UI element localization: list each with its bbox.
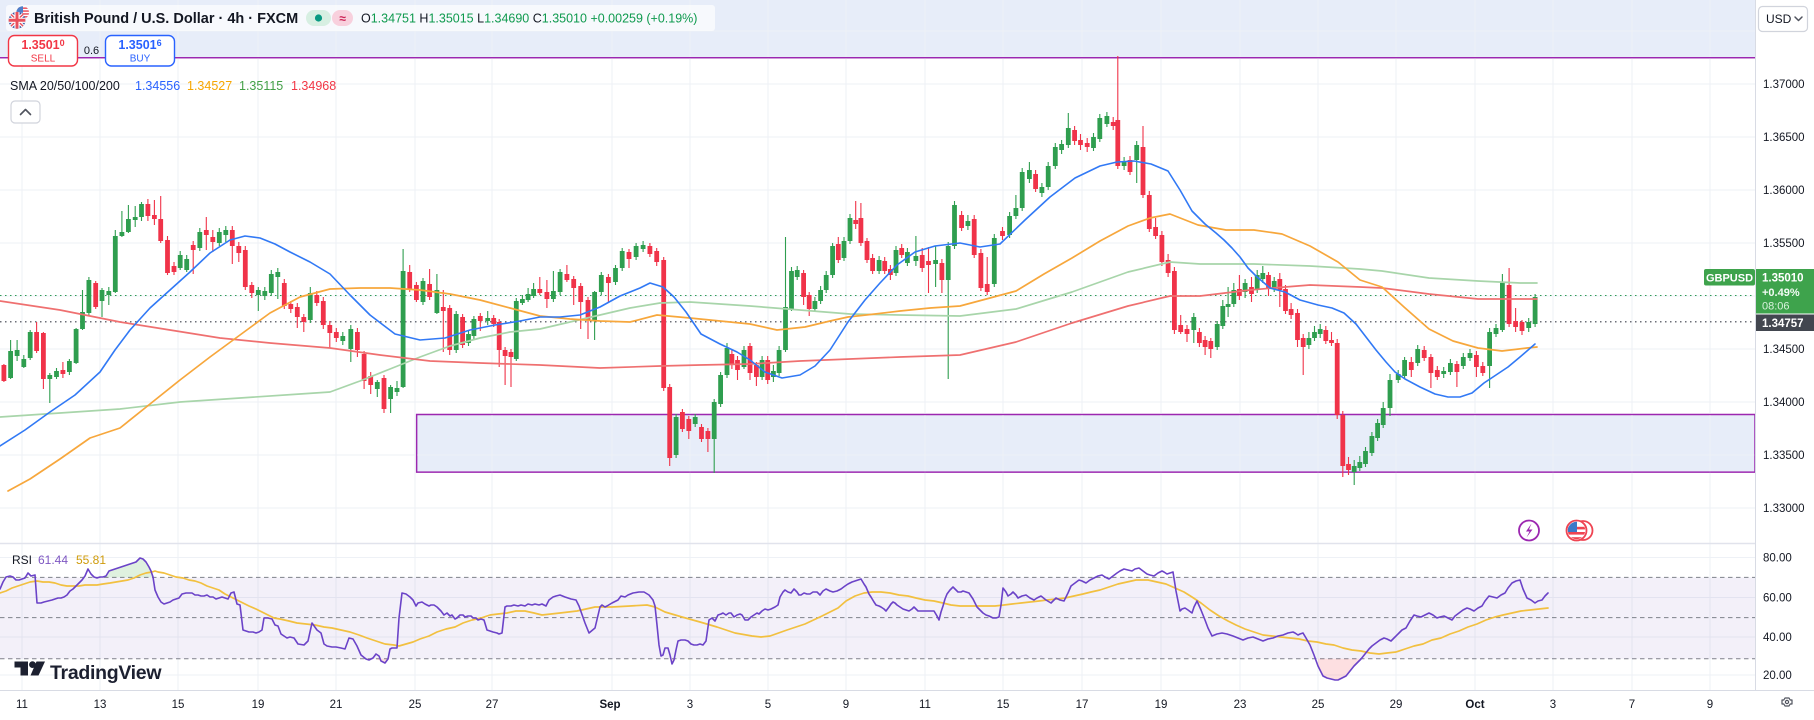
svg-text:5: 5 [765,699,771,711]
svg-text:Sep: Sep [599,699,620,711]
svg-text:21: 21 [330,699,343,711]
svg-text:25: 25 [409,699,422,711]
svg-text:RSI: RSI [12,553,32,567]
svg-text:1.33000: 1.33000 [1763,503,1805,515]
svg-text:11: 11 [16,699,28,711]
svg-text:17: 17 [1076,699,1089,711]
svg-text:TradingView: TradingView [50,662,162,684]
svg-text:15: 15 [172,699,185,711]
svg-text:1.34527: 1.34527 [187,79,232,93]
svg-text:1.35500: 1.35500 [1763,238,1805,250]
svg-text:1.34000: 1.34000 [1763,397,1805,409]
svg-text:7: 7 [1629,699,1635,711]
svg-text:Oct: Oct [1465,699,1484,711]
svg-text:1.36500: 1.36500 [1763,132,1805,144]
svg-text:60.00: 60.00 [1763,593,1792,605]
svg-text:27: 27 [486,699,499,711]
svg-text:3: 3 [687,699,693,711]
svg-text:29: 29 [1390,699,1403,711]
svg-text:13: 13 [94,699,107,711]
svg-text:1.34556: 1.34556 [135,79,180,93]
svg-text:15: 15 [997,699,1010,711]
svg-text:1.34757: 1.34757 [1762,318,1804,330]
svg-text:1.35016: 1.35016 [118,38,161,52]
svg-text:+0.49%: +0.49% [1762,287,1800,299]
svg-text:9: 9 [1707,699,1713,711]
svg-text:BUY: BUY [130,54,151,65]
svg-text:British Pound / U.S. Dollar ·: British Pound / U.S. Dollar · 4h · FXCM [34,11,298,27]
svg-text:80.00: 80.00 [1763,553,1792,565]
svg-text:1.34500: 1.34500 [1763,344,1805,356]
svg-text:23: 23 [1234,699,1247,711]
svg-text:55.81: 55.81 [76,553,106,567]
svg-text:1.35010: 1.35010 [21,38,64,52]
svg-text:20.00: 20.00 [1763,670,1792,682]
svg-text:19: 19 [1155,699,1168,711]
svg-text:19: 19 [252,699,265,711]
svg-text:SMA 20/50/100/200: SMA 20/50/100/200 [10,79,120,93]
svg-text:25: 25 [1312,699,1325,711]
svg-text:40.00: 40.00 [1763,632,1792,644]
svg-text:SELL: SELL [31,54,56,65]
svg-text:61.44: 61.44 [38,553,68,567]
svg-text:1.35115: 1.35115 [239,79,283,93]
svg-text:1.33500: 1.33500 [1763,450,1805,462]
svg-text:1.36000: 1.36000 [1763,185,1805,197]
svg-text:GBPUSD: GBPUSD [1706,273,1753,285]
svg-text:9: 9 [843,699,849,711]
svg-text:O1.34751 H1.35015 L1.34690 C1.: O1.34751 H1.35015 L1.34690 C1.35010 +0.0… [361,12,697,26]
svg-text:1.34968: 1.34968 [291,79,336,93]
svg-text:1.35010: 1.35010 [1762,273,1804,285]
svg-text:11: 11 [919,699,931,711]
svg-text:≈: ≈ [339,12,346,26]
svg-text:08:06: 08:06 [1762,301,1790,313]
svg-text:USD: USD [1766,12,1792,26]
svg-text:3: 3 [1550,699,1556,711]
svg-text:1.37000: 1.37000 [1763,79,1805,91]
svg-text:0.6: 0.6 [84,45,99,57]
